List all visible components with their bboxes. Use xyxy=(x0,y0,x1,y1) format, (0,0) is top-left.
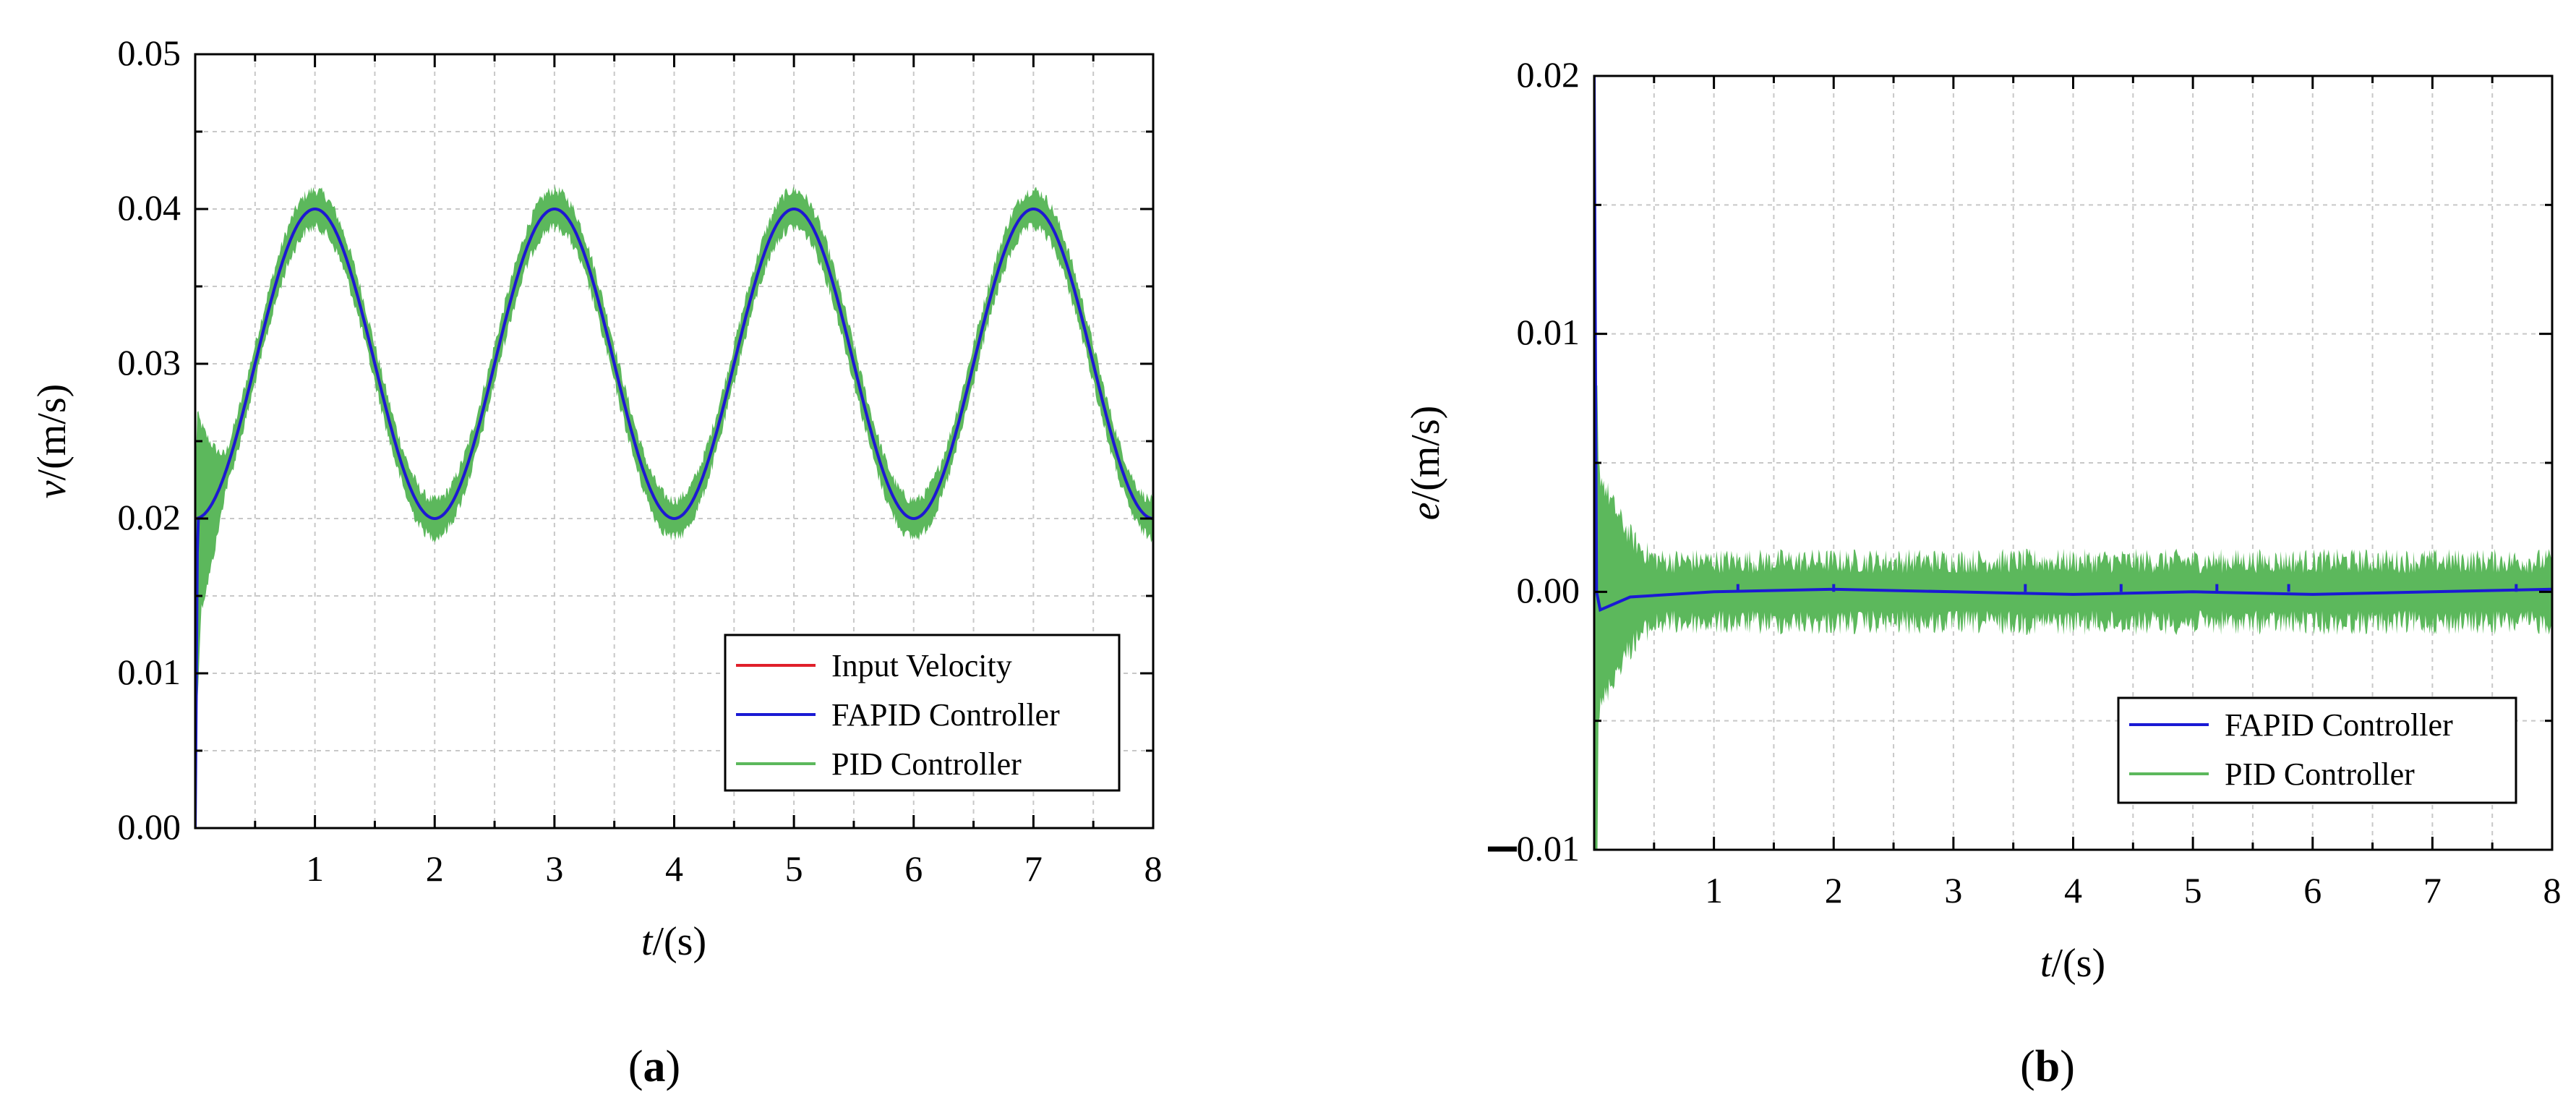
legend-label-fapid: FAPID Controller xyxy=(831,697,1060,733)
panel-b-ylabel-var: e xyxy=(1403,502,1448,520)
panel-a-label-close: ) xyxy=(666,1042,681,1091)
panel-a-xtick: 3 xyxy=(545,848,563,889)
panel-b-xtick: 4 xyxy=(2064,870,2082,911)
legend-label-fapid: FAPID Controller xyxy=(2225,707,2453,743)
panel-b: 0.01 0.00 0.01 0.02 1 2 3 4 5 6 7 8 t/(s… xyxy=(1403,54,2562,1091)
panel-b-ytick: 0.00 xyxy=(1517,570,1580,610)
panel-b-xtick: 7 xyxy=(2423,870,2442,911)
panel-b-xtick: 3 xyxy=(1944,870,1962,911)
panel-b-legend-box xyxy=(2117,696,2517,804)
panel-a-ytick: 0.04 xyxy=(118,187,181,228)
panel-a-ytick: 0.03 xyxy=(118,342,181,383)
panel-a-ylabel-var: v xyxy=(30,480,74,498)
panel-a-ylabel-unit: /(m/s) xyxy=(30,384,74,481)
panel-b-ytick: 0.01 xyxy=(1517,312,1580,352)
panel-a-xtick: 4 xyxy=(665,848,683,889)
panel-a-xlabel: t/(s) xyxy=(641,919,706,964)
panel-a: 0.00 0.01 0.02 0.03 0.04 0.05 1 2 3 4 5 … xyxy=(30,33,1163,1091)
panel-a-xlabel-unit: /(s) xyxy=(652,919,706,964)
panel-b-xtick: 2 xyxy=(1825,870,1843,911)
panel-a-xtick: 6 xyxy=(904,848,923,889)
panel-b-xtick: 5 xyxy=(2184,870,2202,911)
panel-a-xtick: 7 xyxy=(1024,848,1043,889)
legend-label-pid: PID Controller xyxy=(2225,756,2415,792)
panel-b-ytick: 0.02 xyxy=(1517,54,1580,95)
panel-a-legend: Input Velocity FAPID Controller PID Cont… xyxy=(724,634,1121,792)
panel-b-ytick: 0.01 xyxy=(1517,828,1580,869)
panel-b-xlabel-unit: /(s) xyxy=(2051,941,2105,986)
legend-label-input-velocity: Input Velocity xyxy=(831,648,1012,683)
panel-b-xlabel: t/(s) xyxy=(2040,941,2105,986)
panel-a-ytick: 0.00 xyxy=(118,806,181,847)
panel-a-pid-band xyxy=(195,184,1153,828)
panel-b-pid-band xyxy=(1594,385,2552,850)
panel-b-xtick: 8 xyxy=(2543,870,2562,911)
panel-a-fapid-line xyxy=(195,208,1153,828)
panel-b-ticks xyxy=(1594,74,2554,851)
panel-b-label-letter: b xyxy=(2035,1042,2060,1091)
panel-b-xtick: 6 xyxy=(2303,870,2322,911)
legend-label-pid: PID Controller xyxy=(831,746,1022,782)
panel-b-legend: FAPID Controller PID Controller xyxy=(2117,696,2517,804)
panel-a-label-letter: a xyxy=(643,1042,666,1091)
panel-b-ylabel: e/(m/s) xyxy=(1403,406,1448,521)
panel-b-label-close: ) xyxy=(2060,1042,2075,1091)
panel-b-ylabel-unit: /(m/s) xyxy=(1403,406,1448,503)
panel-b-fapid-line xyxy=(1594,76,2552,613)
panel-a-xtick: 5 xyxy=(785,848,803,889)
panel-a-ytick: 0.01 xyxy=(118,652,181,692)
panel-b-label-open: ( xyxy=(2020,1042,2035,1091)
panel-a-label-open: ( xyxy=(628,1042,643,1091)
panel-a-xtick: 1 xyxy=(306,848,324,889)
panel-a-ylabel: v/(m/s) xyxy=(30,384,74,499)
panel-a-ticks xyxy=(195,53,1155,830)
panel-a-ytick: 0.05 xyxy=(118,33,181,73)
panel-a-xtick: 2 xyxy=(426,848,444,889)
panel-a-label: (a) xyxy=(628,1042,680,1091)
panel-a-xlabel-var: t xyxy=(641,919,654,964)
panel-a-xtick: 8 xyxy=(1144,848,1163,889)
panel-b-label: (b) xyxy=(2020,1042,2075,1091)
panel-a-ytick: 0.02 xyxy=(118,497,181,537)
panel-b-xtick: 1 xyxy=(1705,870,1723,911)
panel-b-xlabel-var: t xyxy=(2040,941,2053,986)
